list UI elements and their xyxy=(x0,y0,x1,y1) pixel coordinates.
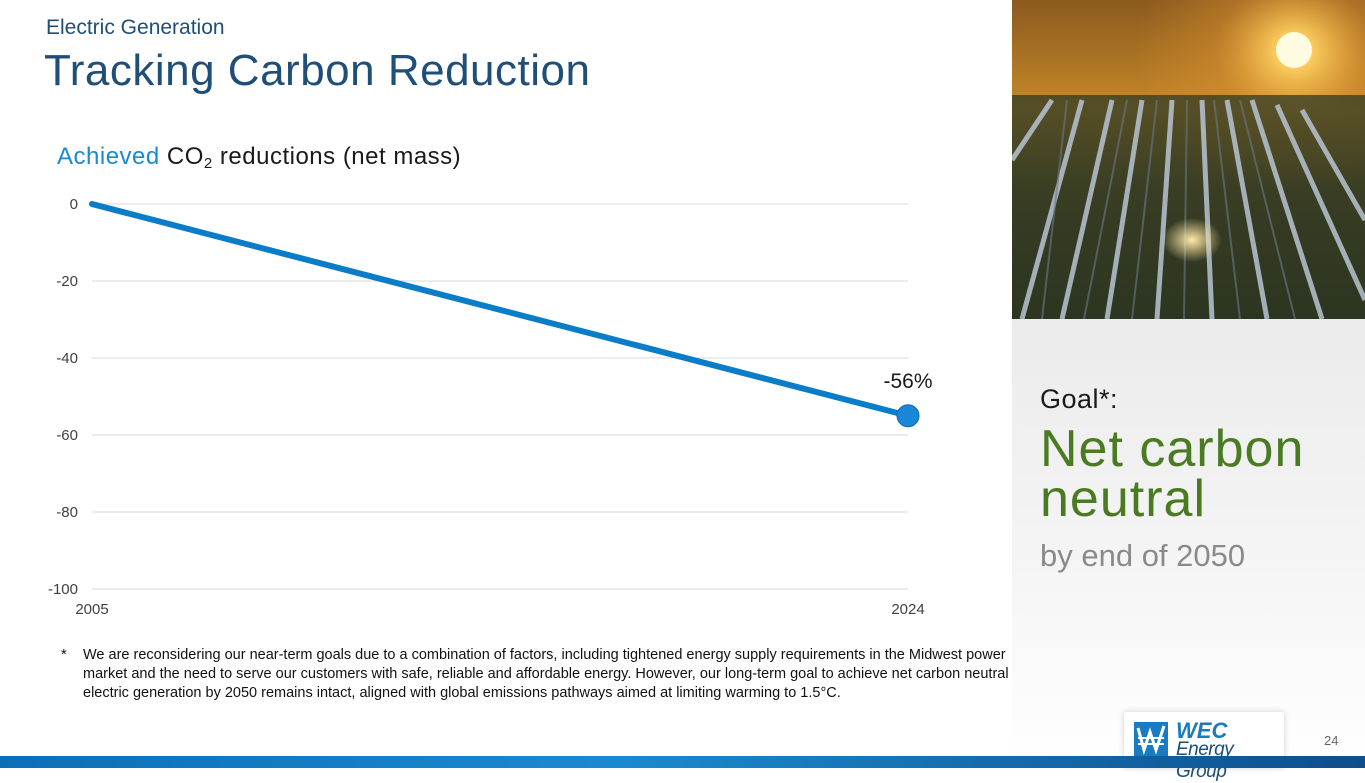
y-tick-label-4: -80 xyxy=(56,504,78,521)
chart-title-rest: reductions (net mass) xyxy=(212,143,462,170)
end-point-marker xyxy=(896,404,920,428)
footnote: * We are reconsidering our near-term goa… xyxy=(61,646,1011,703)
x-tick-label-1: 2024 xyxy=(891,601,924,618)
co2-line-chart: 0 -20 -40 -60 -80 -100 2005 2024 -56% xyxy=(48,196,933,618)
solar-farm-sunset-photo xyxy=(1012,0,1365,319)
end-point-label: -56% xyxy=(883,370,932,393)
y-tick-label-3: -60 xyxy=(56,427,78,444)
goal-panel xyxy=(1012,319,1365,768)
chart-title-accent: Achieved xyxy=(57,143,160,170)
y-tick-label-1: -20 xyxy=(56,273,78,290)
goal-headline: Net carbon neutral xyxy=(1040,420,1305,528)
series-line xyxy=(89,201,911,419)
logo-wec-text: WEC xyxy=(1176,718,1228,743)
bottom-accent-bar xyxy=(0,756,1365,768)
page-title: Tracking Carbon Reduction xyxy=(44,46,591,95)
footnote-star: * xyxy=(61,647,67,663)
y-tick-label-2: -40 xyxy=(56,350,78,367)
y-tick-label-5: -100 xyxy=(48,581,78,598)
chart-title-co: CO xyxy=(166,143,204,170)
chart-title-subscript: 2 xyxy=(203,155,213,172)
goal-label: Goal*: xyxy=(1040,384,1119,414)
x-tick-label-0: 2005 xyxy=(75,601,108,618)
section-eyebrow: Electric Generation xyxy=(46,16,225,39)
page-number: 24 xyxy=(1324,733,1339,748)
y-tick-label-0: 0 xyxy=(70,196,78,213)
wec-logo-mark-icon xyxy=(1134,722,1168,756)
footnote-text: We are reconsidering our near-term goals… xyxy=(83,647,1009,701)
goal-subtext: by end of 2050 xyxy=(1040,538,1246,573)
chart-title: Achieved CO2 reductions (net mass) xyxy=(57,143,461,172)
